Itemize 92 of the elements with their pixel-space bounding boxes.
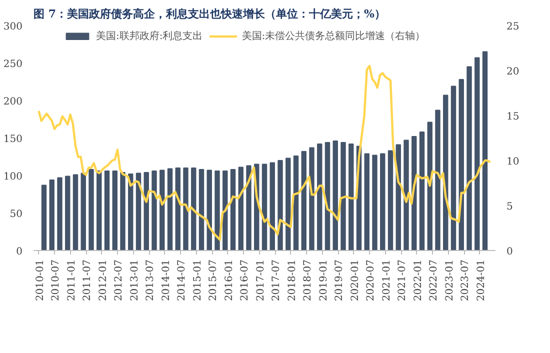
x-tick-label: 2021-01 (381, 259, 392, 302)
bar (270, 162, 275, 250)
bar (286, 158, 291, 250)
y-tick-label: 250 (3, 59, 23, 70)
bar (183, 168, 188, 250)
y2-tick-label: 10 (506, 156, 520, 168)
bar (388, 150, 394, 250)
bar (419, 132, 425, 250)
x-tick-label: 2023-07 (460, 259, 471, 302)
bar (167, 168, 173, 250)
y-tick-label: 50 (10, 209, 23, 220)
bar (191, 168, 196, 250)
bar (238, 166, 244, 250)
bar (332, 140, 338, 250)
bar (230, 169, 236, 250)
bar (41, 184, 47, 250)
x-tick-label: 2016-01 (224, 259, 235, 302)
bar (88, 169, 94, 250)
x-tick-label: 2019-07 (334, 259, 345, 302)
x-tick-label: 2023-01 (444, 259, 456, 302)
x-tick-label: 2012-07 (114, 259, 124, 302)
legend-label: 美国:联邦政府:利息支出 (96, 30, 203, 43)
chart-title: 图 7：美国政府债务高企，利息支出也快速增长（单位：十亿美元；%） (34, 8, 386, 20)
x-tick-label: 2021-07 (397, 259, 408, 302)
bar (246, 165, 252, 250)
bar (57, 177, 62, 250)
x-tick-label: 2013-01 (129, 259, 140, 302)
bar (65, 176, 70, 250)
bar (317, 144, 322, 250)
bar (222, 170, 228, 250)
bar (301, 151, 306, 250)
bar (120, 172, 126, 250)
bar (364, 153, 370, 250)
x-tick-label: 2015-01 (192, 259, 204, 302)
bar (278, 160, 283, 250)
bar (466, 66, 472, 250)
x-tick-label: 2017-01 (255, 259, 266, 302)
bar (309, 147, 314, 250)
bar (104, 170, 110, 250)
bar (435, 110, 440, 250)
x-tick-label: 2022-07 (428, 259, 440, 302)
y-tick-label: 200 (3, 96, 23, 108)
bar (80, 172, 86, 250)
bar (206, 170, 212, 250)
bar (198, 169, 204, 250)
y-tick-label: 0 (16, 246, 23, 258)
x-tick-label: 2018-01 (286, 259, 298, 302)
bar (404, 140, 409, 250)
y2-tick-label: 0 (506, 246, 513, 258)
bar (324, 142, 330, 250)
x-tick-label: 2020-07 (366, 259, 376, 302)
bar (450, 86, 456, 250)
bar (96, 170, 102, 250)
bar (112, 170, 118, 250)
line-series (38, 64, 492, 241)
bar (72, 174, 78, 250)
bar (152, 170, 157, 250)
y-tick-label: 150 (3, 134, 23, 145)
bar (380, 153, 386, 250)
x-tick-label: 2018-07 (302, 259, 314, 302)
y-tick-label: 300 (3, 22, 23, 32)
bar (136, 172, 142, 250)
x-tick-label: 2014-01 (160, 259, 172, 302)
x-tick-label: 2011-07 (82, 259, 93, 302)
y2-tick-label: 5 (506, 202, 513, 212)
legend-label: 美国:未偿公共债务总额同比增速（右轴） (242, 30, 426, 43)
x-tick-label: 2019-01 (318, 259, 330, 302)
bar (262, 164, 268, 250)
y2-tick-label: 25 (506, 22, 520, 32)
bar (214, 170, 220, 250)
x-tick-label: 2010-07 (50, 259, 62, 302)
x-tick-label: 2022-01 (412, 259, 424, 302)
x-tick-label: 2014-07 (176, 259, 188, 302)
bar (293, 156, 299, 250)
x-tick-label: 2020-01 (350, 259, 361, 302)
x-tick-label: 2010-01 (34, 259, 46, 302)
x-tick-label: 2024-01 (476, 259, 487, 302)
x-tick-label: 2013-07 (145, 259, 156, 302)
x-tick-label: 2011-01 (66, 259, 78, 302)
bar (372, 154, 378, 250)
x-tick-label: 2015-07 (208, 259, 219, 302)
x-tick-label: 2016-07 (240, 259, 250, 302)
y-tick-label: 100 (3, 172, 23, 182)
x-tick-label: 2012-01 (98, 259, 109, 302)
bar (482, 51, 488, 250)
bar (348, 144, 354, 250)
x-tick-label: 2017-07 (271, 259, 282, 302)
bar (49, 180, 54, 250)
y2-tick-label: 20 (506, 66, 520, 78)
y2-tick-label: 15 (506, 112, 520, 122)
bar (340, 142, 346, 250)
bar (474, 57, 480, 250)
